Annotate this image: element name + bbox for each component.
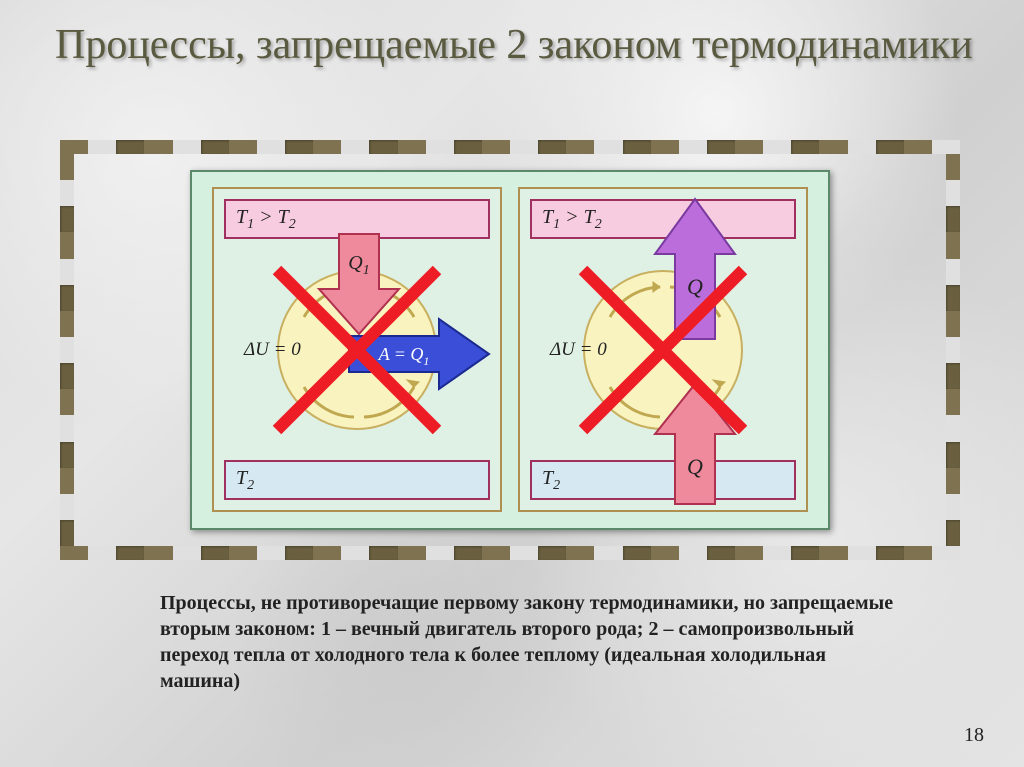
caption-text: Процессы, не противоречащие первому зако… bbox=[160, 590, 900, 694]
slide-number: 18 bbox=[964, 724, 984, 747]
t2-label: T2 bbox=[226, 467, 254, 494]
frame-border-top bbox=[60, 140, 960, 154]
frame-border-left bbox=[60, 154, 74, 546]
work-arrow-right: A = Q1 bbox=[344, 314, 494, 394]
diagram-area: T1 > T2 T2 ΔU = 0 Q1 bbox=[190, 170, 830, 530]
t-relation-label-r: T1 > T2 bbox=[532, 206, 602, 233]
q-arrow-up-red: Q bbox=[650, 379, 740, 509]
t-relation-label: T1 > T2 bbox=[226, 206, 296, 233]
panel-left: T1 > T2 T2 ΔU = 0 Q1 bbox=[212, 187, 502, 512]
slide-title: Процессы, запрещаемые 2 законом термодин… bbox=[55, 20, 973, 70]
t2-label-r: T2 bbox=[532, 467, 560, 494]
cold-reservoir-left: T2 bbox=[224, 460, 490, 500]
frame-border-bottom bbox=[60, 546, 960, 560]
svg-text:Q: Q bbox=[687, 454, 703, 479]
q-arrow-up-purple: Q bbox=[650, 194, 740, 344]
frame-border-right bbox=[946, 154, 960, 546]
svg-text:Q: Q bbox=[687, 274, 703, 299]
panel-right: T1 > T2 T2 ΔU = 0 Q bbox=[518, 187, 808, 512]
diagram-frame: T1 > T2 T2 ΔU = 0 Q1 bbox=[60, 140, 960, 560]
